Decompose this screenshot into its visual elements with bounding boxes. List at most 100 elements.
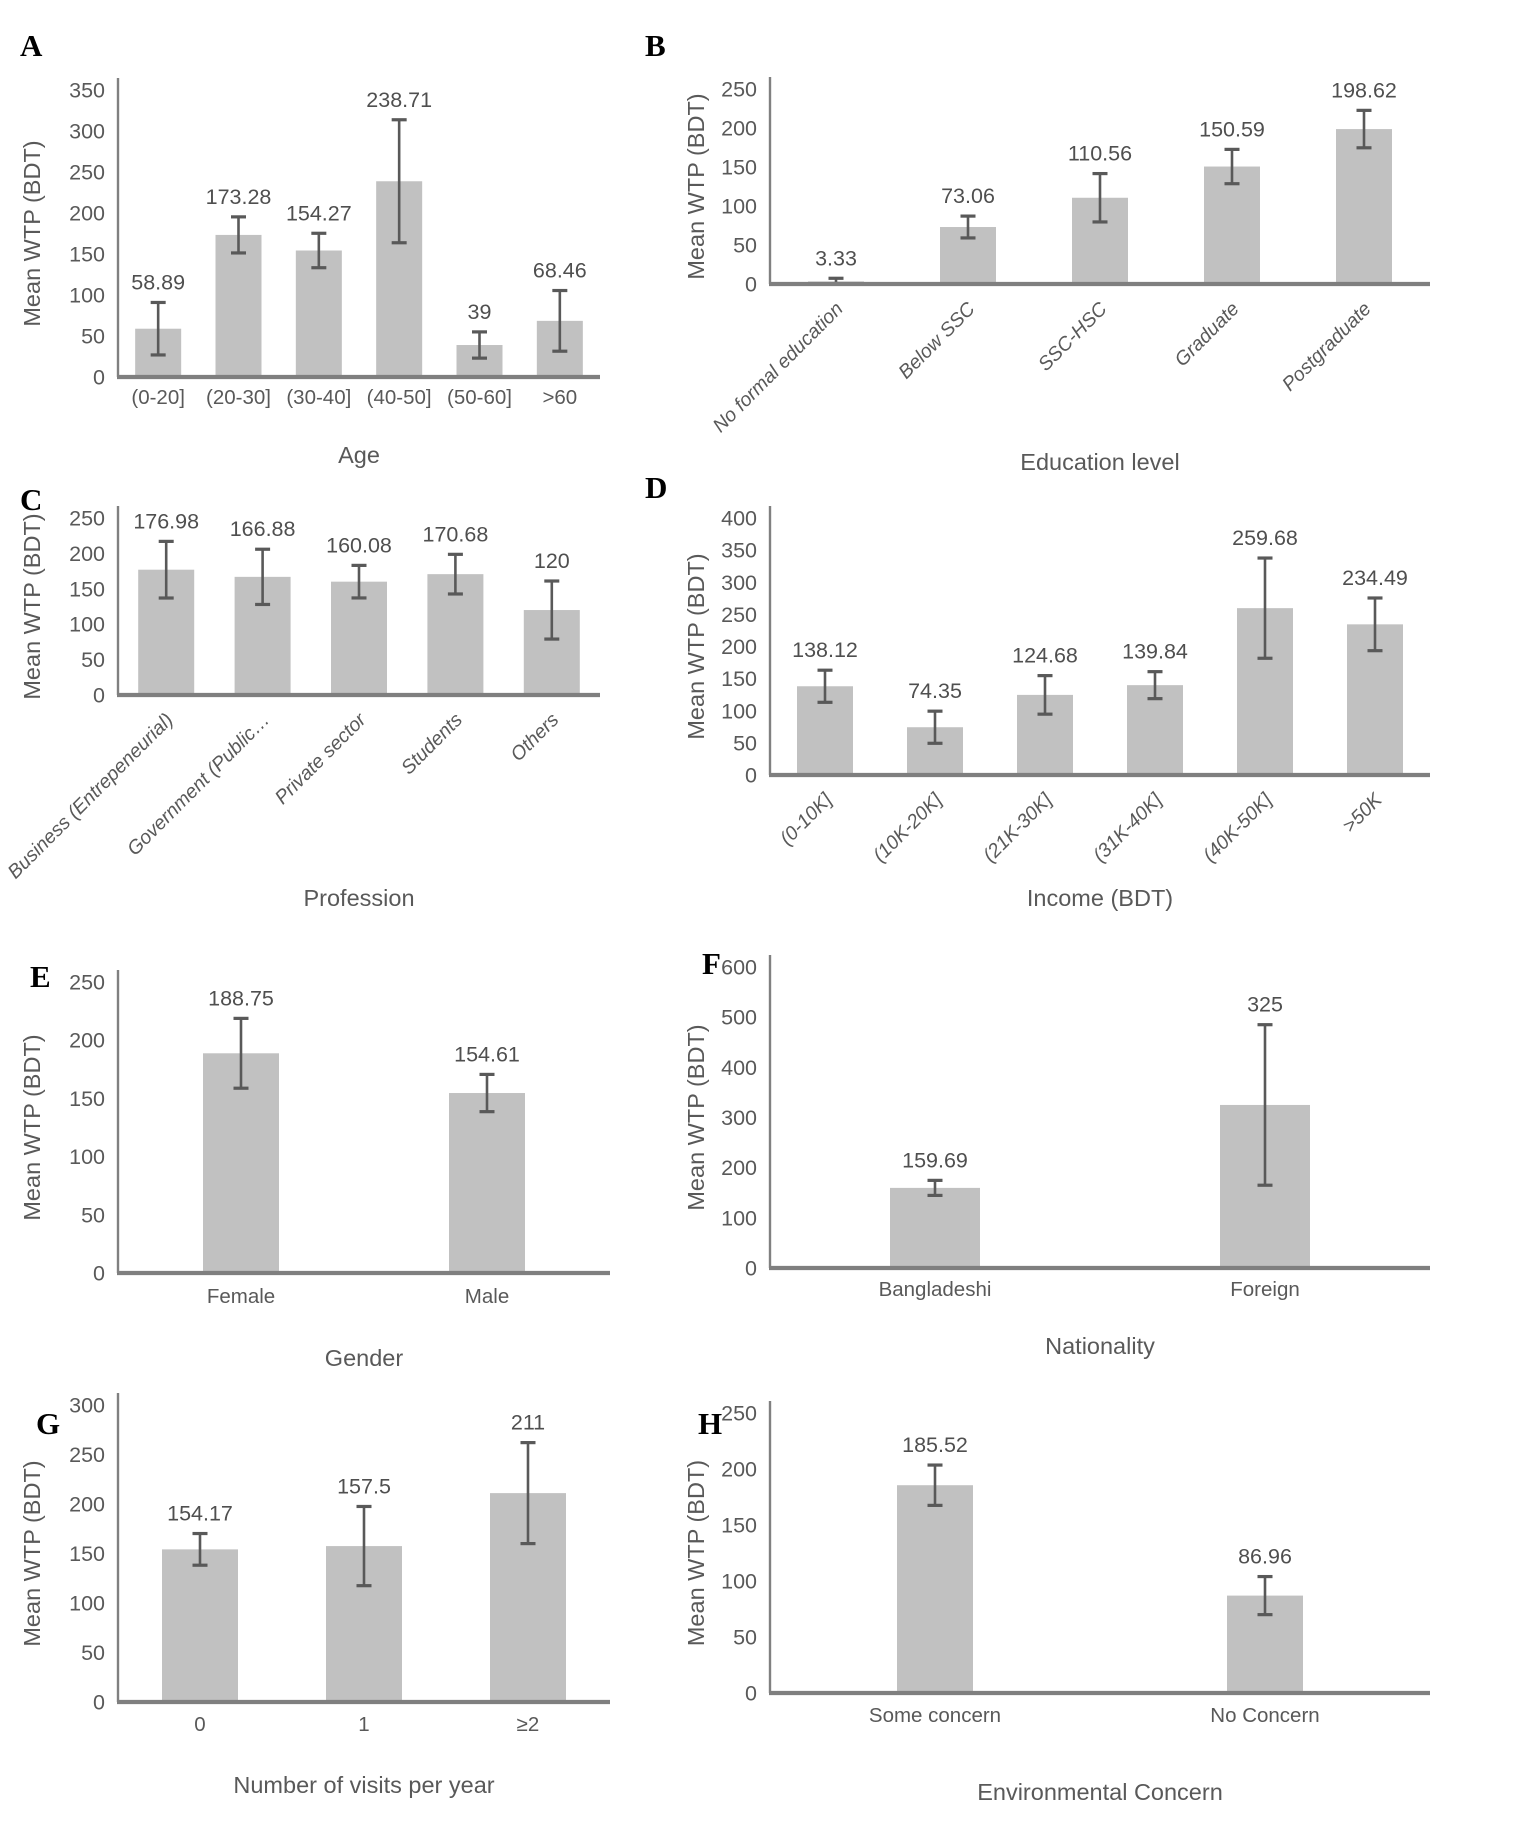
- panel-C-error-bar-2: [351, 563, 367, 600]
- panel-E-value-label-1: 154.61: [454, 1042, 520, 1066]
- panel-C-value-label-4: 120: [534, 549, 570, 573]
- panel-A-error-bar-0: [150, 300, 166, 357]
- panel-C-error-bar-3: [447, 552, 463, 596]
- panel-B-bar-3: [1204, 166, 1260, 284]
- panel-letter-A: A: [20, 28, 43, 63]
- panel-D-category-label-1: (10K-20K]: [869, 789, 947, 867]
- panel-C-error-bar-0: [158, 539, 174, 600]
- panel-B-ytick-0: 0: [745, 273, 757, 297]
- panel-E-error-bar-0: [233, 1016, 249, 1090]
- panel-G-ytick-200: 200: [69, 1493, 105, 1517]
- panel-C-category-label-2: Private sector: [271, 708, 372, 809]
- panel-H-category-label-0: Some concern: [869, 1704, 1001, 1727]
- panel-B-value-label-4: 198.62: [1331, 78, 1397, 102]
- panel-letter-B: B: [645, 28, 666, 63]
- panel-H-ytick-250: 250: [721, 1402, 757, 1426]
- panel-C-y-axis-title: Mean WTP (BDT): [19, 513, 45, 699]
- panel-H-error-bar-0: [927, 1463, 943, 1507]
- panel-letter-F: F: [702, 946, 721, 981]
- panel-G-ytick-250: 250: [69, 1443, 105, 1467]
- panel-H-ytick-200: 200: [721, 1458, 757, 1482]
- panel-E-y-axis-title: Mean WTP (BDT): [19, 1034, 45, 1220]
- panel-B-ytick-200: 200: [721, 117, 757, 141]
- panel-B-error-bar-2: [1092, 171, 1108, 224]
- panel-H-bar-0: [897, 1485, 973, 1693]
- panel-A-error-bar-3: [391, 118, 407, 245]
- panel-A-error-bar-4: [472, 330, 487, 360]
- panel-D-error-bar-0: [817, 668, 833, 704]
- panel-A-ytick-300: 300: [69, 120, 105, 144]
- panel-C-ytick-200: 200: [69, 542, 105, 566]
- panel-E-ytick-0: 0: [93, 1262, 105, 1286]
- panel-C-ytick-250: 250: [69, 507, 105, 531]
- panel-H-x-axis-title: Environmental Concern: [977, 1779, 1223, 1805]
- panel-A-x-axis-title: Age: [338, 442, 380, 468]
- panel-G-value-label-0: 154.17: [167, 1502, 233, 1526]
- panel-A-ytick-100: 100: [69, 284, 105, 308]
- panel-B-ytick-250: 250: [721, 78, 757, 102]
- panel-B-category-label-0: No formal education: [709, 298, 848, 437]
- panel-H-error-bar-1: [1257, 1574, 1273, 1617]
- panel-B-value-label-0: 3.33: [815, 246, 857, 270]
- panel-B-error-bar-1: [960, 214, 976, 240]
- panel-D-ytick-200: 200: [721, 635, 757, 659]
- panel-H-category-label-1: No Concern: [1210, 1704, 1319, 1727]
- panel-F-x-axis-title: Nationality: [1045, 1333, 1155, 1359]
- panel-A-y-axis-title: Mean WTP (BDT): [19, 140, 45, 326]
- panel-A-ytick-250: 250: [69, 161, 105, 185]
- panel-D-ytick-400: 400: [721, 507, 757, 531]
- panel-C-value-label-0: 176.98: [133, 509, 199, 533]
- panel-H-ytick-0: 0: [745, 1682, 757, 1706]
- panel-D-value-label-2: 124.68: [1012, 644, 1078, 668]
- panel-D-value-label-4: 259.68: [1232, 526, 1298, 550]
- panel-A-value-label-3: 238.71: [366, 88, 432, 112]
- panel-letter-C: C: [20, 482, 42, 517]
- panel-G-category-label-0: 0: [194, 1713, 205, 1736]
- panel-F-ytick-400: 400: [721, 1056, 757, 1080]
- panel-D-error-bar-3: [1147, 670, 1163, 701]
- panel-E-ytick-150: 150: [69, 1087, 105, 1111]
- panel-G-y-axis-title: Mean WTP (BDT): [19, 1460, 45, 1646]
- panel-H-value-label-1: 86.96: [1238, 1545, 1292, 1569]
- panel-E-category-label-1: Male: [465, 1285, 509, 1308]
- panel-C-ytick-50: 50: [81, 648, 105, 672]
- panel-G-ytick-50: 50: [81, 1641, 105, 1665]
- panel-B-error-bar-4: [1356, 108, 1372, 150]
- panel-A: A 0 50 100 150 200 250 300 350 Mean WTP (BDT) 58.8…: [19, 28, 600, 468]
- panel-B-x-axis-title: Education level: [1020, 449, 1179, 475]
- panel-C-value-label-2: 160.08: [326, 533, 392, 557]
- panel-C-category-label-4: Others: [506, 709, 563, 766]
- panel-D-ytick-0: 0: [745, 764, 757, 788]
- panel-B-category-label-1: Below SSC: [894, 297, 980, 383]
- panel-B-ytick-150: 150: [721, 156, 757, 180]
- panel-G-ytick-300: 300: [69, 1394, 105, 1418]
- panel-E-ytick-100: 100: [69, 1145, 105, 1169]
- panel-C-category-label-0: Business (Entrepeneurial): [4, 709, 178, 883]
- panel-G-category-label-2: ≥2: [517, 1713, 540, 1736]
- panel-D-category-label-3: (31K-40K]: [1089, 789, 1167, 867]
- panel-E-ytick-200: 200: [69, 1029, 105, 1053]
- panel-H-value-label-0: 185.52: [902, 1433, 968, 1457]
- panel-C: C 0 50 100 150 200 250 Mean WTP (BDT) 176.98 Busi…: [4, 482, 600, 911]
- panel-A-value-label-1: 173.28: [206, 185, 272, 209]
- panel-C-error-bar-1: [255, 547, 271, 607]
- panel-G-value-label-2: 211: [511, 1411, 545, 1435]
- panel-F-ytick-0: 0: [745, 1257, 757, 1281]
- panel-A-ytick-350: 350: [69, 79, 105, 103]
- panel-A-category-label-1: (20-30]: [206, 386, 271, 409]
- panel-A-ytick-150: 150: [69, 243, 105, 267]
- panel-F-ytick-300: 300: [721, 1106, 757, 1130]
- panel-A-category-label-3: (40-50]: [367, 386, 432, 409]
- panel-G-error-bar-2: [520, 1441, 536, 1546]
- panel-D: D 0 50 100 150 200 250 300 350 400 Mean WTP (BDT) 1…: [645, 470, 1430, 911]
- panel-letter-H: H: [698, 1406, 722, 1441]
- panel-G-category-label-1: 1: [358, 1713, 369, 1736]
- panel-D-value-label-3: 139.84: [1122, 640, 1188, 664]
- panel-G-x-axis-title: Number of visits per year: [233, 1772, 494, 1798]
- panel-A-error-bar-2: [311, 231, 327, 270]
- panel-D-value-label-1: 74.35: [908, 679, 962, 703]
- panel-D-ytick-350: 350: [721, 539, 757, 563]
- panel-D-category-label-5: >50K: [1338, 788, 1387, 837]
- panel-D-error-bar-2: [1037, 674, 1053, 716]
